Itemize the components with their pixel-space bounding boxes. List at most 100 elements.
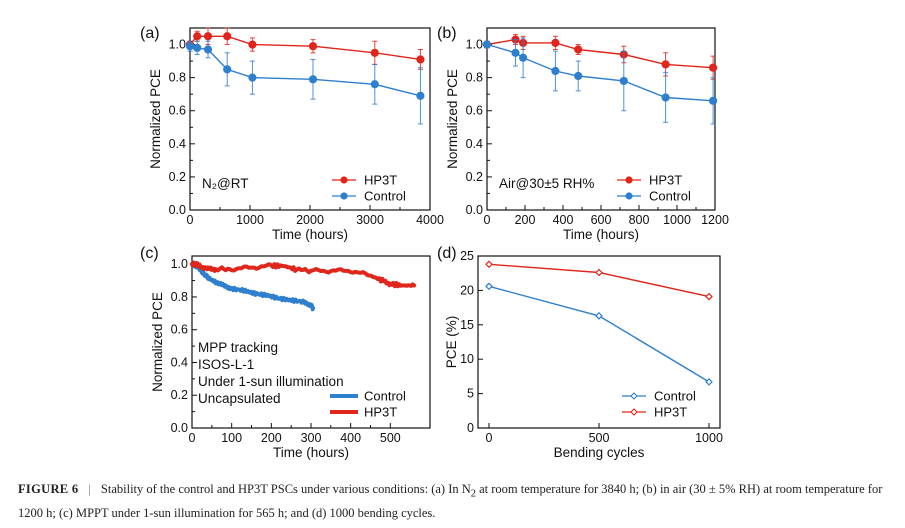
- data-point: [223, 32, 232, 41]
- data-point: [705, 378, 713, 386]
- y-tick-label: 25: [460, 249, 474, 263]
- panel-annotation: N₂@RT: [202, 176, 248, 191]
- y-tick-label: 0.8: [171, 290, 188, 304]
- caption-separator: |: [88, 482, 91, 496]
- x-tick-label: 1000: [663, 213, 691, 227]
- data-point: [248, 40, 257, 49]
- y-tick-label: 1.0: [466, 38, 483, 52]
- data-point: [185, 42, 195, 51]
- data-point: [308, 75, 318, 84]
- x-tick-label: 1200: [701, 213, 729, 227]
- legend-item-control: Control: [332, 189, 406, 204]
- x-tick-label: 800: [629, 213, 650, 227]
- series-control: [185, 40, 425, 125]
- x-tick-label: 600: [591, 213, 612, 227]
- panel-annotation: Uncapsulated: [198, 391, 281, 406]
- figure-canvas: 0 1000 2000 3000 40000.00.20.40.60.81.0Time …: [140, 25, 729, 460]
- legend-marker: [340, 176, 348, 184]
- x-tick-label: 2000: [296, 213, 324, 227]
- data-point: [203, 45, 213, 54]
- x-tick-label: 500: [380, 431, 401, 445]
- y-tick-label: 0.4: [171, 355, 188, 369]
- data-point: [551, 66, 560, 76]
- legend-item-control: Control: [622, 389, 696, 404]
- y-tick-label: 1.0: [169, 38, 186, 52]
- x-tick-label: 0: [187, 213, 194, 227]
- figure-caption: FIGURE 6 | Stability of the control and HP…: [18, 480, 888, 523]
- x-tick-label: 0: [189, 431, 196, 445]
- chart-panel-4: 0 500 1000 0 5 10 15 20 25 Bending cycles PCE (%) (…: [437, 245, 723, 460]
- panel-label: (a): [140, 25, 160, 42]
- series-line-control: [488, 285, 710, 383]
- y-tick-label: 10: [460, 352, 474, 366]
- data-point: [370, 80, 379, 89]
- panel-annotation: ISOS-L-1: [198, 357, 254, 372]
- y-axis-label: PCE (%): [444, 316, 459, 369]
- y-axis-label: Normalized PCE: [148, 69, 163, 169]
- y-tick-label: 0.6: [169, 104, 186, 118]
- series-hp3t: [485, 260, 713, 301]
- data-point: [511, 48, 520, 57]
- chart-panel-3: 0 100 200 300 400 500 0.0 0.2 0.4 0.6 0.8 1.0 Time (…: [140, 245, 431, 460]
- legend-label: Control: [364, 189, 406, 204]
- legend-label: Control: [654, 389, 696, 404]
- panel-annotation: MPP tracking: [198, 340, 278, 355]
- data-point: [193, 32, 202, 41]
- legend-item-hp3t: HP3T: [332, 173, 397, 188]
- data-point: [193, 43, 202, 52]
- data-point: [661, 60, 670, 69]
- chart-panel-1: 0 1000 2000 3000 4000 0.0 0.2 0.4 0.6 0.8 1.0 Time …: [140, 25, 444, 242]
- y-axis-label: Normalized PCE: [150, 292, 165, 392]
- panel-label: (d): [437, 245, 457, 262]
- caption-label: FIGURE 6: [18, 482, 79, 496]
- legend-label: HP3T: [364, 173, 397, 188]
- y-tick-label: 1.0: [171, 257, 188, 271]
- data-point: [595, 312, 603, 320]
- data-point: [223, 65, 232, 74]
- series-control: [482, 37, 718, 125]
- legend-item-hp3t: HP3T: [617, 173, 682, 188]
- data-point: [248, 73, 257, 82]
- x-tick-label: 4000: [416, 213, 444, 227]
- y-tick-label: 0.0: [466, 203, 483, 217]
- x-tick-label: 0: [484, 213, 491, 227]
- data-point: [661, 93, 670, 102]
- caption-subscript: 2: [470, 488, 476, 500]
- data-point: [595, 268, 603, 277]
- legend-label: Control: [364, 389, 406, 404]
- legend-label: HP3T: [649, 173, 682, 188]
- data-point: [203, 32, 213, 41]
- x-tick-label: 300: [301, 431, 322, 445]
- x-tick-label: 400: [553, 213, 574, 227]
- legend-label: Control: [649, 189, 691, 204]
- data-point: [709, 96, 718, 105]
- x-tick-label: 100: [221, 431, 242, 445]
- x-tick-label: 3000: [356, 213, 384, 227]
- series-hp3t: [482, 34, 718, 80]
- x-tick-label: 200: [261, 431, 282, 445]
- y-tick-label: 20: [460, 283, 474, 297]
- y-tick-label: 5: [467, 387, 474, 401]
- data-point: [574, 71, 583, 81]
- data-point: [619, 76, 628, 86]
- legend-marker: [625, 192, 633, 200]
- data-point: [574, 45, 583, 54]
- y-tick-label: 0.2: [171, 388, 188, 402]
- data-point: [370, 48, 379, 57]
- caption-text-part2: at room temperature for 3840 h; (b) in a…: [18, 482, 883, 520]
- trace-line-control: [190, 261, 315, 312]
- x-tick-label: 1000: [236, 213, 264, 227]
- data-point: [416, 55, 425, 64]
- y-tick-label: 0.0: [171, 421, 188, 435]
- x-axis-label: Time (hours): [272, 227, 348, 242]
- x-tick-label: 400: [340, 431, 361, 445]
- legend-item-hp3t: HP3T: [330, 405, 397, 420]
- data-point: [485, 282, 493, 291]
- y-tick-label: 0.2: [466, 170, 483, 184]
- trace-line-hp3t: [190, 260, 417, 289]
- panel-annotation: Under 1-sun illumination: [198, 374, 344, 389]
- y-tick-label: 15: [460, 318, 474, 332]
- data-point: [482, 40, 492, 49]
- data-point: [551, 38, 560, 47]
- y-tick-label: 0: [467, 421, 474, 435]
